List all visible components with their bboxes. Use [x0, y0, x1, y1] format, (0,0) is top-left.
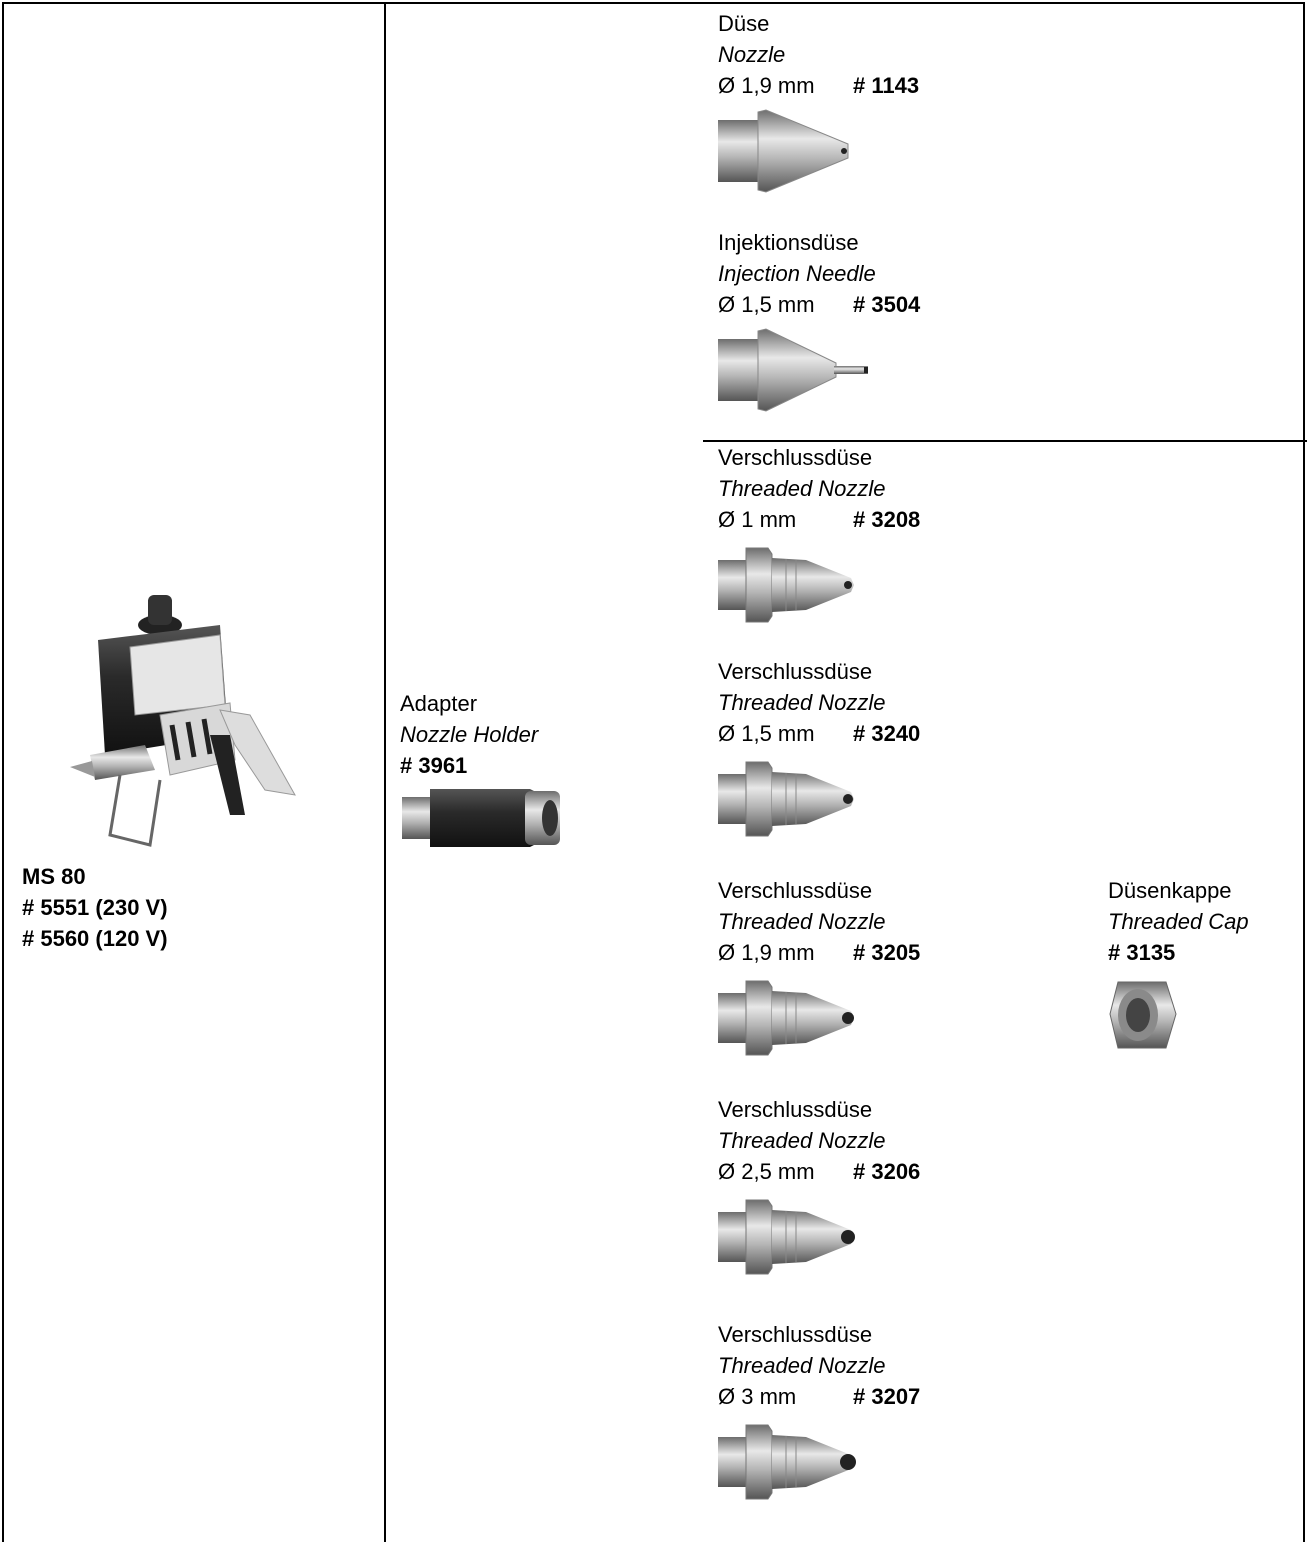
- nozzle-image: [718, 1424, 856, 1500]
- diameter: Ø 1,9 mm: [718, 940, 815, 965]
- spec-row: Ø 1,9 mm # 1143: [718, 70, 919, 101]
- spec-row: Ø 1,5 mm # 3504: [718, 289, 920, 320]
- label-en: Threaded Nozzle: [718, 909, 886, 934]
- product-code: # 3208: [853, 507, 921, 532]
- label-de: Verschlussdüse: [718, 1097, 873, 1122]
- row-divider: [703, 440, 1307, 442]
- label-en: Threaded Nozzle: [718, 690, 886, 715]
- product-code: # 3240: [853, 721, 921, 746]
- label-de: Injektionsdüse: [718, 230, 859, 255]
- diameter: Ø 1,9 mm: [718, 73, 815, 98]
- product-code: # 1143: [853, 73, 920, 98]
- label-de: Verschlussdüse: [718, 445, 873, 470]
- label-en: Injection Needle: [718, 261, 876, 286]
- nozzle-image: [718, 547, 854, 623]
- product-code: # 5551 (230 V): [22, 895, 168, 920]
- label-de: Düsenkappe: [1108, 878, 1232, 903]
- nozzle-image: [718, 109, 849, 193]
- nozzle-text: Verschlussdüse Threaded Nozzle Ø 1,5 mm # 3…: [718, 656, 920, 749]
- product-code: # 5560 (120 V): [22, 926, 168, 951]
- label-de: Verschlussdüse: [718, 878, 873, 903]
- adapter-image: [402, 789, 560, 847]
- label-en: Threaded Nozzle: [718, 1353, 886, 1378]
- column-divider: [384, 2, 386, 1542]
- product-name: MS 80: [22, 864, 86, 889]
- adapter-text: Adapter Nozzle Holder # 3961: [400, 688, 538, 781]
- label-en: Nozzle Holder: [400, 722, 539, 747]
- label-de: Düse: [718, 11, 770, 36]
- cap-text: Düsenkappe Threaded Cap # 3135: [1108, 875, 1249, 968]
- cap-image: [1109, 981, 1177, 1049]
- diameter: Ø 1,5 mm: [718, 721, 815, 746]
- product-code: # 3135: [1108, 940, 1176, 965]
- product-code: # 3206: [853, 1159, 921, 1184]
- spec-row: Ø 1 mm # 3208: [718, 504, 920, 535]
- nozzle-text: Verschlussdüse Threaded Nozzle Ø 1,9 mm # 3…: [718, 875, 920, 968]
- diameter: Ø 2,5 mm: [718, 1159, 815, 1184]
- label-en: Nozzle: [718, 42, 786, 67]
- spec-row: Ø 1,9 mm # 3205: [718, 937, 920, 968]
- spec-row: Ø 2,5 mm # 3206: [718, 1156, 920, 1187]
- nozzle-text: Verschlussdüse Threaded Nozzle Ø 2,5 mm # 3…: [718, 1094, 920, 1187]
- label-en: Threaded Nozzle: [718, 476, 886, 501]
- gun-text: MS 80 # 5551 (230 V) # 5560 (120 V): [22, 861, 168, 954]
- diameter: Ø 3 mm: [718, 1384, 797, 1409]
- label-de: Verschlussdüse: [718, 659, 873, 684]
- nozzle-image: [718, 761, 854, 837]
- nozzle-text: Injektionsdüse Injection Needle Ø 1,5 mm # …: [718, 227, 920, 320]
- nozzle-text: Düse Nozzle Ø 1,9 mm # 1143: [718, 8, 919, 101]
- diameter: Ø 1 mm: [718, 507, 797, 532]
- nozzle-text: Verschlussdüse Threaded Nozzle Ø 1 mm # 320…: [718, 442, 920, 535]
- nozzle-image: [718, 1199, 855, 1275]
- product-code: # 3504: [853, 292, 921, 317]
- product-code: # 3205: [853, 940, 921, 965]
- nozzle-image: [718, 980, 854, 1056]
- nozzle-text: Verschlussdüse Threaded Nozzle Ø 3 mm # 320…: [718, 1319, 920, 1412]
- label-en: Threaded Nozzle: [718, 1128, 886, 1153]
- spec-row: Ø 1,5 mm # 3240: [718, 718, 920, 749]
- diameter: Ø 1,5 mm: [718, 292, 815, 317]
- glue-gun-image: [70, 595, 296, 847]
- spec-row: Ø 3 mm # 3207: [718, 1381, 920, 1412]
- label-de: Verschlussdüse: [718, 1322, 873, 1347]
- nozzle-image: [718, 328, 868, 412]
- product-code: # 3207: [853, 1384, 921, 1409]
- label-en: Threaded Cap: [1108, 909, 1249, 934]
- label-de: Adapter: [400, 691, 478, 716]
- product-code: # 3961: [400, 753, 468, 778]
